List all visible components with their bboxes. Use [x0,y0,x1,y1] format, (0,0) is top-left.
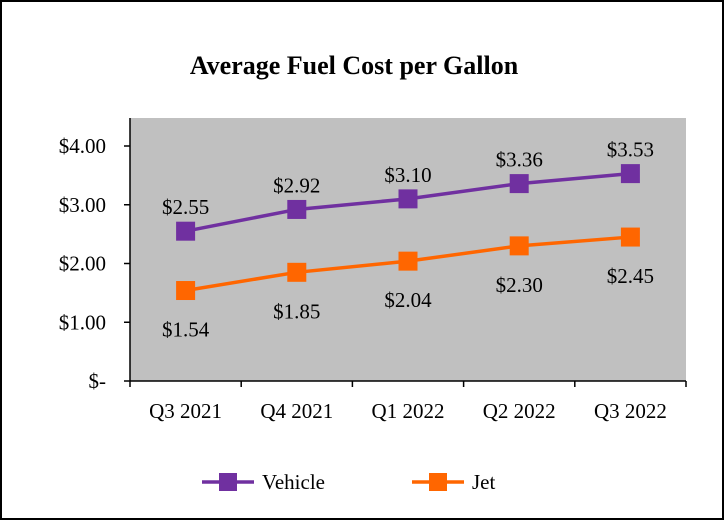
x-tick-label: Q1 2022 [372,399,445,423]
data-point-marker [509,236,529,256]
x-tick-label: Q4 2021 [260,399,333,423]
data-point-marker [620,164,640,184]
series-vehicle: $2.55 $2.92 $3.10 $3.36 $3.53 [162,138,654,241]
x-tick-label: Q2 2022 [483,399,556,423]
legend-marker [219,473,237,491]
data-point-marker [509,174,529,194]
series-jet: $1.54 $1.85 $2.04 $2.30 $2.45 [162,227,654,342]
y-tick-label: $1.00 [59,310,106,334]
data-point-marker [398,189,418,209]
data-label: $1.54 [162,318,210,342]
data-point-marker [620,227,640,247]
data-label: $2.45 [607,264,654,288]
data-point-marker [176,281,196,301]
data-label: $3.36 [496,148,543,172]
legend-item-vehicle: Vehicle [202,470,325,494]
x-tick-label: Q3 2022 [594,399,667,423]
data-label: $1.85 [273,299,320,323]
data-label: $2.04 [384,288,432,312]
data-point-marker [398,251,418,271]
y-tick-label: $4.00 [59,134,106,158]
data-point-marker [287,262,307,282]
data-label: $3.53 [607,138,654,162]
data-point-marker [176,221,196,241]
chart-title: Average Fuel Cost per Gallon [190,51,519,80]
legend-marker [429,473,447,491]
data-point-marker [287,199,307,219]
legend-label: Vehicle [262,470,325,494]
y-tick-label: $- [89,369,107,393]
y-tick-label: $2.00 [59,252,106,276]
x-tick-label: Q3 2021 [149,399,222,423]
data-label: $3.10 [384,163,431,187]
legend-item-jet: Jet [412,470,495,494]
y-tick-label: $3.00 [59,193,106,217]
data-label: $2.92 [273,173,320,197]
data-label: $2.55 [162,195,209,219]
data-label: $2.30 [496,273,543,297]
plot-area [130,118,686,381]
legend-label: Jet [472,470,495,494]
